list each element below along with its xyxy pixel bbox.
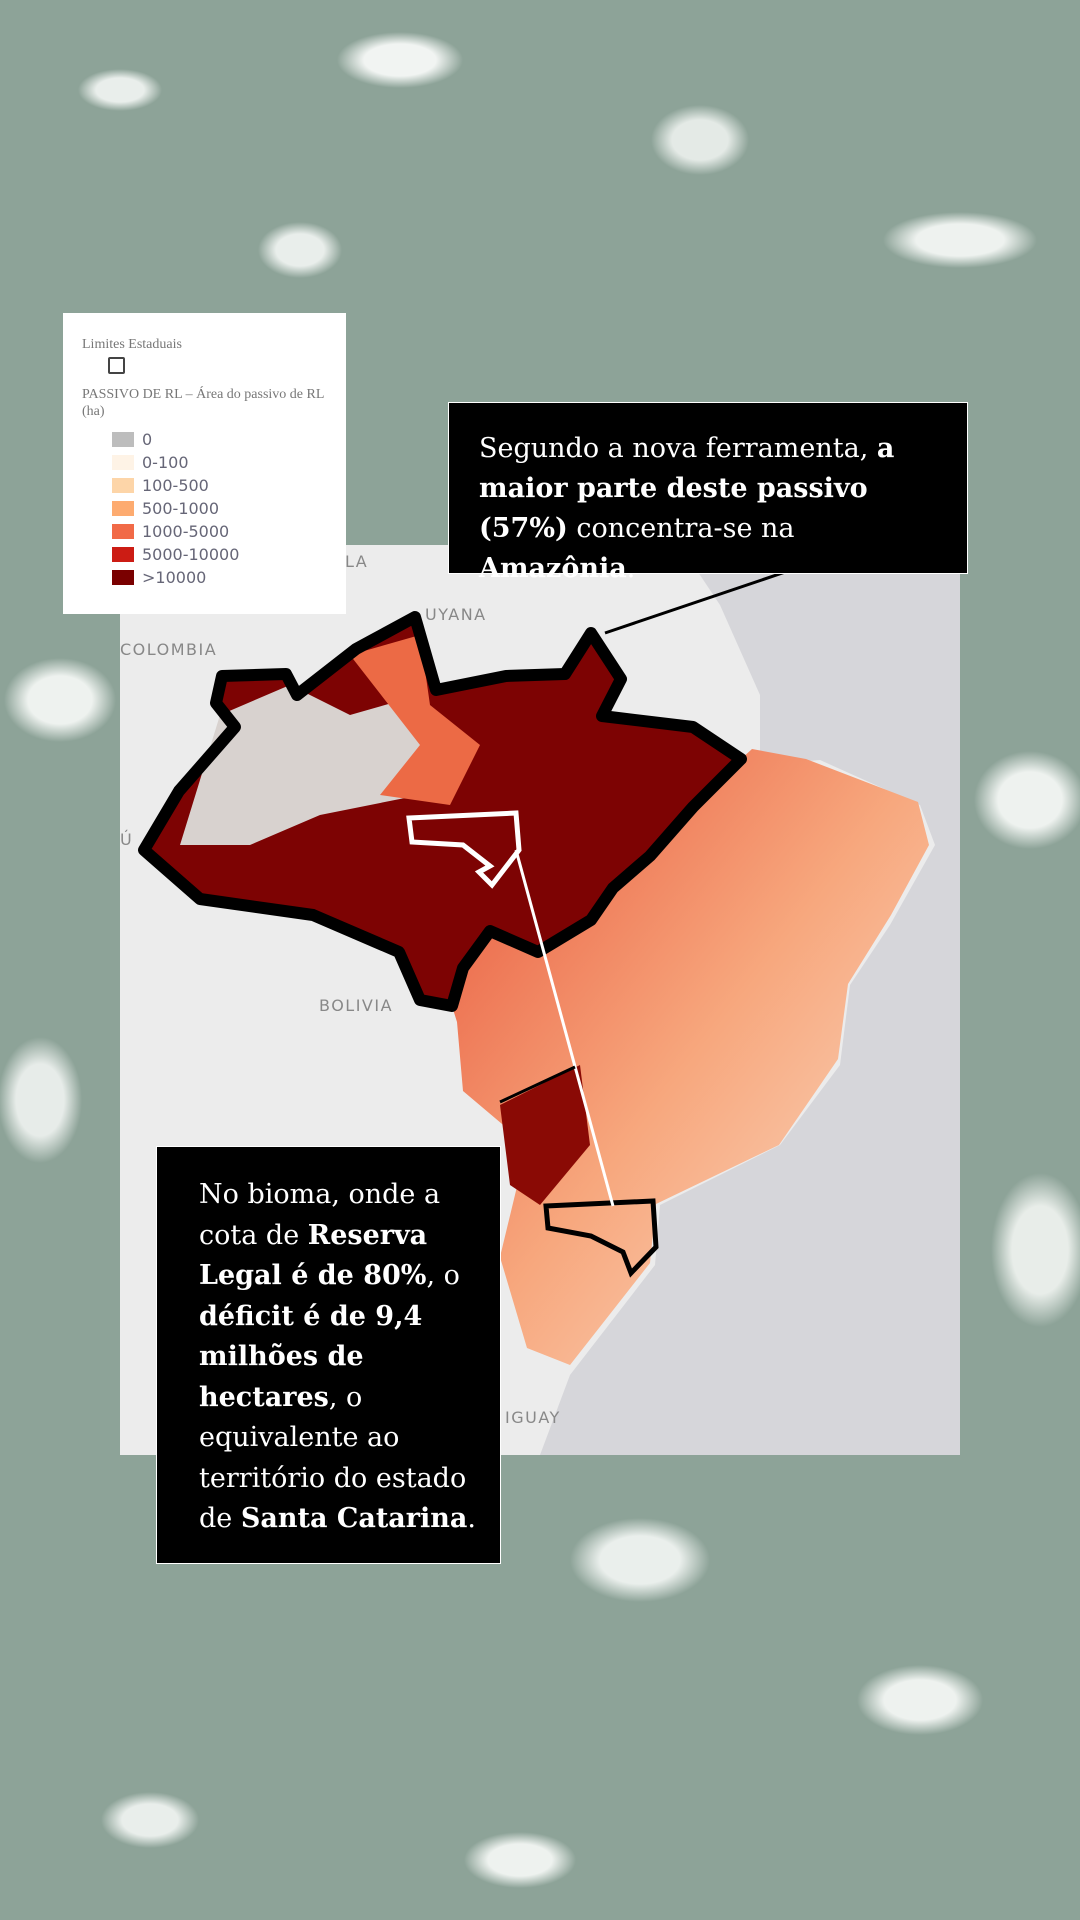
callout-bold-text: déficit é de 9,4 milhões de hectares: [199, 1300, 423, 1413]
callout-bold-text: Amazônia: [479, 553, 627, 584]
legend-swatch: [112, 524, 134, 539]
amazon-west-light: [180, 685, 460, 845]
map-label-guyana: UYANA: [425, 605, 487, 624]
callout-bold-text: Reserva Legal é de 80%: [199, 1219, 428, 1292]
map-label-colombia: COLOMBIA: [120, 640, 217, 659]
amazon-boundary: [138, 611, 747, 1012]
callout-text: , o equivalente ao território do estado …: [199, 1381, 467, 1535]
legend-item: 5000-10000: [112, 545, 239, 564]
legend-label: 5000-10000: [142, 545, 240, 564]
brazil-nonamazon-region: [452, 749, 929, 1365]
legend-label: 1000-5000: [142, 522, 230, 541]
map-label-venezuela: LA: [345, 552, 368, 571]
santa-catarina-outline: [543, 1198, 659, 1278]
legend-label: 0: [142, 430, 153, 449]
callout-text: .: [626, 553, 636, 584]
state-limits-swatch: [108, 357, 125, 374]
legend-swatch: [112, 547, 134, 562]
legend-item: 0: [112, 430, 152, 449]
legend-label: 0-100: [142, 453, 189, 472]
legend-swatch: [112, 455, 134, 470]
top-callout-pointer: [604, 563, 807, 635]
map-label-peru: Ú: [120, 830, 133, 849]
callout-text: Segundo a nova ferramenta,: [479, 433, 877, 464]
callout-amazon-share: Segundo a nova ferramenta, a maior parte…: [448, 402, 968, 584]
callout-deficit: No bioma, onde a cota de Reserva Legal é…: [156, 1146, 501, 1564]
map-legend: Limites Estaduais PASSIVO DE RL – Área d…: [63, 313, 346, 614]
callout-bold-text: a maior parte deste passivo (57%): [479, 433, 895, 544]
legend-swatch: [112, 501, 134, 516]
legend-label: >10000: [142, 568, 207, 587]
south-region: [500, 1065, 590, 1205]
legend-swatch: [112, 432, 134, 447]
callout-text: , o: [426, 1260, 460, 1291]
legend-item: >10000: [112, 568, 206, 587]
legend-label: 500-1000: [142, 499, 220, 518]
comparison-line: [514, 849, 615, 1207]
legend-swatch: [112, 570, 134, 585]
legend-item: 100-500: [112, 476, 209, 495]
legend-item: 500-1000: [112, 499, 219, 518]
bottom-callout-pointer: [499, 1065, 576, 1104]
legend-item: 0-100: [112, 453, 189, 472]
legend-item: 1000-5000: [112, 522, 229, 541]
legend-layer-title: PASSIVO DE RL – Área do passivo de RL (h…: [82, 387, 324, 419]
map-label-paraguay: IGUAY: [505, 1408, 561, 1427]
map-label-bolivia: BOLIVIA: [319, 996, 393, 1015]
callout-text: .: [467, 1503, 476, 1534]
callout-text: No bioma, onde a cota de: [199, 1179, 441, 1251]
legend-label: 100-500: [142, 476, 209, 495]
callout-text: concentra-se na: [567, 513, 795, 544]
legend-layer-state-limits: Limites Estaduais: [82, 337, 182, 352]
amazon-orange: [350, 635, 480, 805]
para-highlight-outline: [406, 810, 522, 889]
callout-bold-text: Santa Catarina: [240, 1503, 468, 1534]
legend-swatch: [112, 478, 134, 493]
